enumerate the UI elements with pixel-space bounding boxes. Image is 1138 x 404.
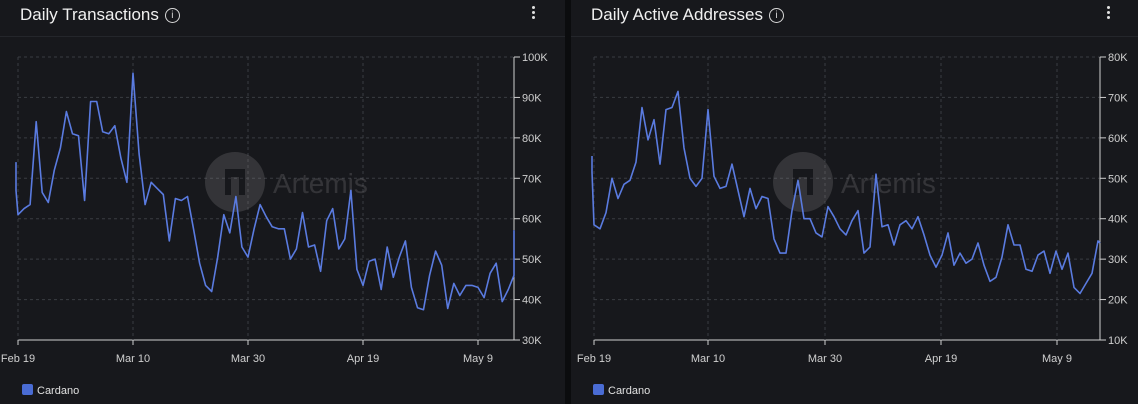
y-tick-label: 30K [1108,254,1128,266]
y-tick-label: 80K [1108,52,1128,64]
x-tick-label: May 9 [463,353,493,365]
daily-active-addresses-panel: Daily Active Addresses i 80K 70K 60K 50K 40K 3… [571,0,1138,404]
kebab-menu-icon[interactable] [1101,4,1115,24]
artemis-logo-bar [799,177,807,195]
y-tick-label: 40K [1108,214,1128,226]
x-tick-label: Apr 19 [925,353,957,365]
y-tick-label: 50K [522,254,542,266]
y-tick-label: 60K [522,214,542,226]
info-icon[interactable]: i [164,8,180,23]
daily-transactions-panel: Daily Transactions i 100K 90K 80K 70K 60K 50K 4… [0,0,565,404]
y-tick-label: 100K [522,52,548,64]
watermark-text: Artemis [841,168,936,199]
artemis-logo-cutout [225,169,245,195]
artemis-logo-cutout [793,169,813,195]
watermark: Artemis [773,152,936,212]
info-icon[interactable]: i [768,8,784,23]
y-tick-label: 90K [522,92,542,104]
kebab-menu-icon[interactable] [526,4,540,24]
y-tick-label: 70K [522,173,542,185]
panel-title: Daily Transactions i [20,5,180,25]
artemis-logo-icon [205,152,265,212]
x-tick-label: Mar 30 [231,353,265,365]
x-tick-label: Mar 10 [691,353,725,365]
series-line-cardano [15,72,515,311]
watermark: Artemis [205,152,368,212]
y-tick-label: 50K [1108,173,1128,185]
panel-header: Daily Transactions i [0,0,565,37]
series-line-cardano [591,90,1101,295]
y-tick-label: 40K [522,295,542,307]
x-tick-label: Feb 19 [1,353,35,365]
legend-item-cardano[interactable]: Cardano [22,384,79,397]
legend-item-cardano[interactable]: Cardano [593,384,650,397]
x-tick-label: May 9 [1042,353,1072,365]
legend-label: Cardano [37,385,80,397]
y-tick-label: 30K [522,335,542,347]
daily-transactions-chart: 100K 90K 80K 70K 60K 50K 40K 30K Feb 19 Mar 10 Mar… [1,52,548,365]
y-tick-label: 60K [1108,133,1128,145]
watermark-text: Artemis [273,168,368,199]
panel-title: Daily Active Addresses i [591,5,784,25]
legend-label: Cardano [608,385,651,397]
legend-swatch [22,384,33,395]
panel-header: Daily Active Addresses i [571,0,1138,37]
daily-active-addresses-chart: 80K 70K 60K 50K 40K 30K 20K 10K Feb 19 Mar 10 Mar … [577,52,1128,365]
y-tick-label: 20K [1108,295,1128,307]
x-tick-label: Feb 19 [577,353,611,365]
artemis-logo-icon [773,152,833,212]
x-tick-label: Mar 30 [808,353,842,365]
legend-swatch [593,384,604,395]
x-tick-label: Mar 10 [116,353,150,365]
x-tick-label: Apr 19 [347,353,379,365]
y-tick-label: 80K [522,133,542,145]
y-tick-label: 70K [1108,92,1128,104]
y-tick-label: 10K [1108,335,1128,347]
artemis-logo-bar [231,177,239,195]
